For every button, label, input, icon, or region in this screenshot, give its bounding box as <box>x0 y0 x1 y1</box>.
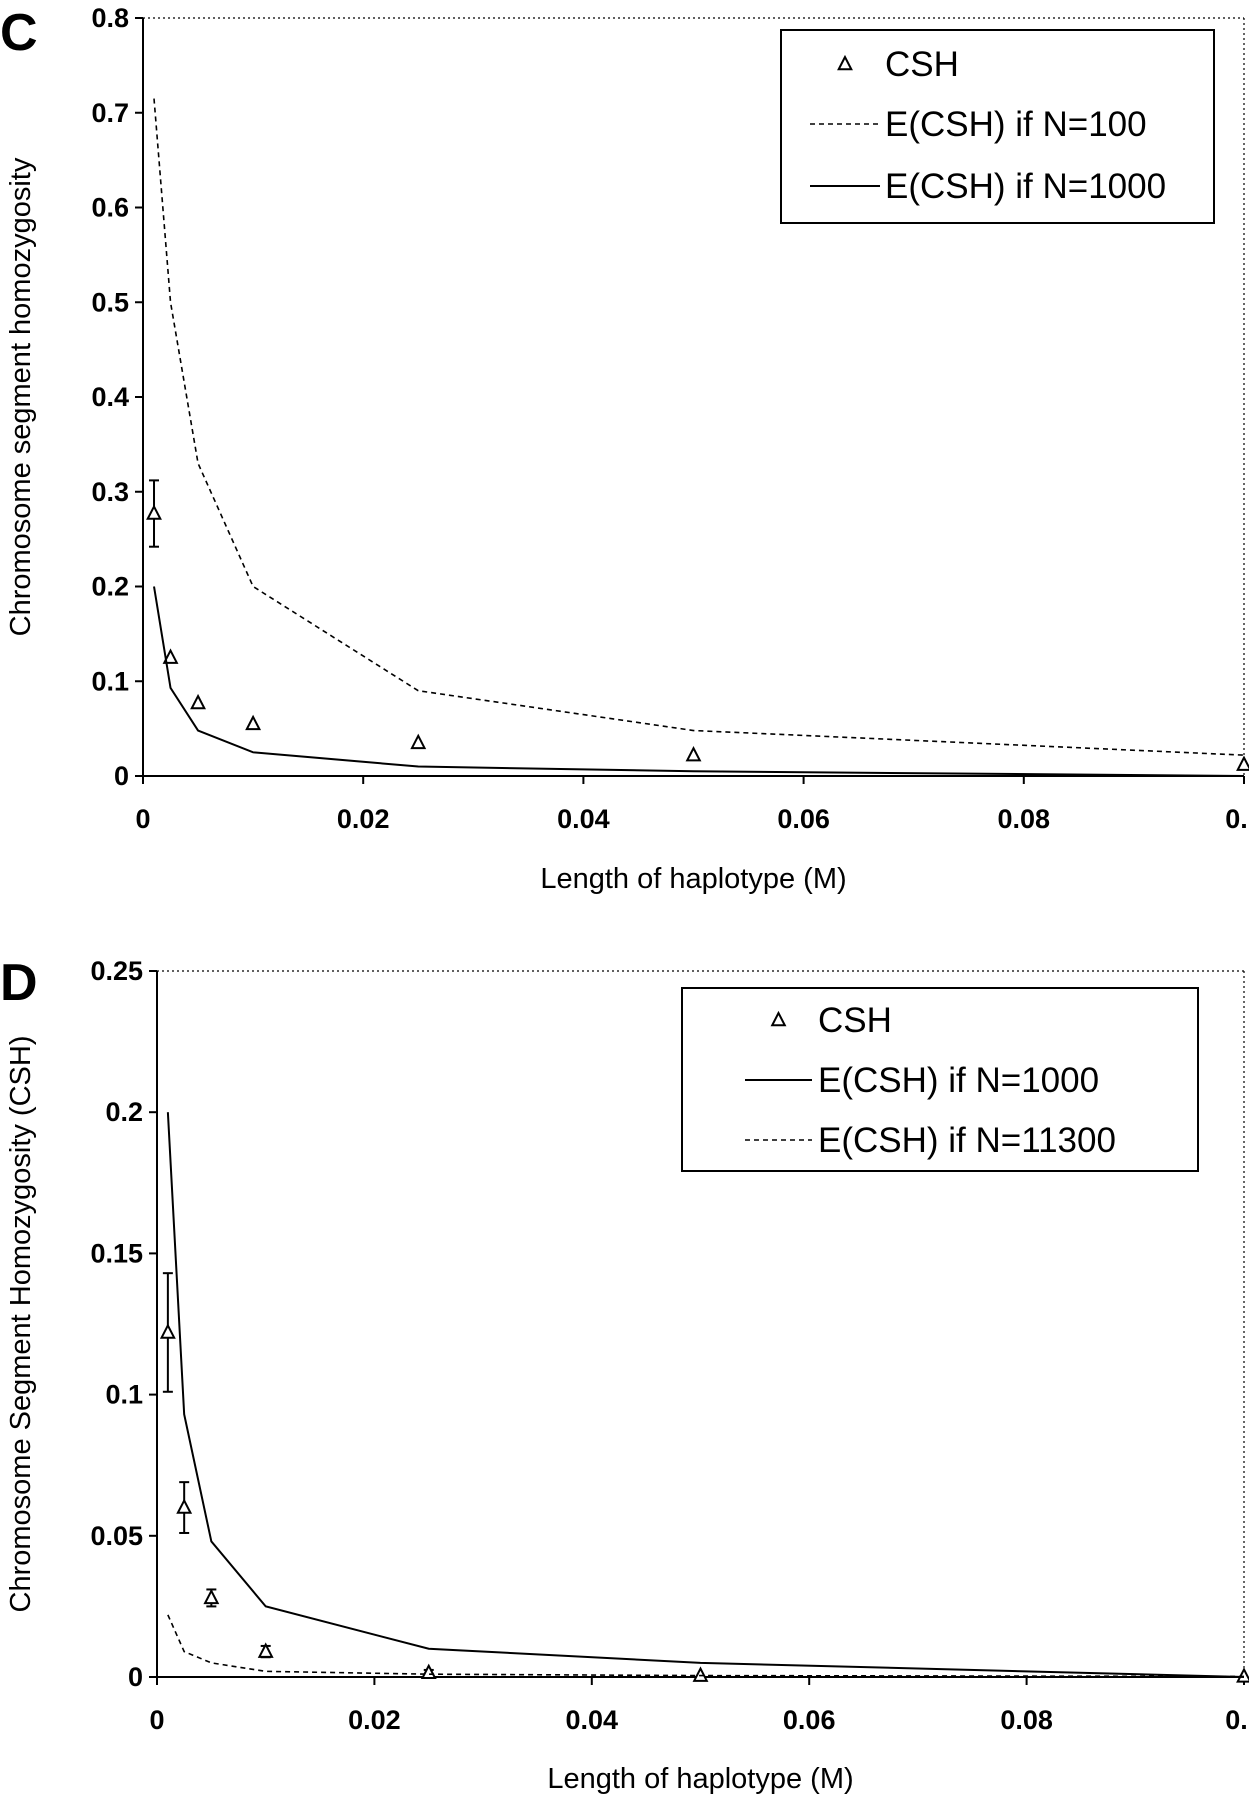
data-point-triangle <box>203 1588 220 1605</box>
y-tick-label: 0.15 <box>90 1238 143 1268</box>
x-tick-label: 0.02 <box>337 804 390 834</box>
legend: CSH E(CSH) if N=100 E(CSH) if N=1000 <box>780 29 1215 224</box>
legend-entry-label: CSH <box>885 45 959 84</box>
y-tick-label: 0.6 <box>91 193 129 223</box>
y-tick-label: 0.1 <box>91 666 129 696</box>
x-tick-label: 0.04 <box>557 804 610 834</box>
x-tick-label: 0.04 <box>566 1705 619 1735</box>
legend-entry-label: E(CSH) if N=11300 <box>818 1121 1116 1160</box>
y-tick-label: 0.5 <box>91 287 129 317</box>
legend-entry-label: E(CSH) if N=1000 <box>818 1061 1099 1100</box>
legend: CSH E(CSH) if N=1000 E(CSH) if N=11300 <box>681 987 1199 1172</box>
series-line-e-csh-if-n-100 <box>153 98 1245 756</box>
x-tick-label: 0 <box>135 804 150 834</box>
data-point-triangle <box>410 733 427 750</box>
x-tick-label: 0.1 <box>1225 1705 1249 1735</box>
legend-triangle-symbol <box>837 54 853 71</box>
chart-panel-D: D 0 0.05 0.1 0.15 0.2 0.25 0 0.02 0.04 0.06 0.08 0.1… <box>0 954 1249 1795</box>
data-point-triangle <box>176 1498 193 1514</box>
y-tick-label: 0 <box>114 761 129 791</box>
chart-panel-C: C 0 0.1 0.2 0.3 0.4 0.5 0.6 0.7 0.8 0 0.02 0.04 0.06 0… <box>0 3 1249 895</box>
y-tick-label: 0 <box>128 1662 143 1692</box>
x-tick-label: 0.08 <box>998 804 1051 834</box>
x-tick-label: 0.06 <box>777 804 830 834</box>
legend-box <box>780 29 1215 224</box>
y-tick-label: 0.1 <box>105 1380 143 1410</box>
y-tick-label: 0.3 <box>91 477 129 507</box>
data-point-triangle <box>245 714 262 731</box>
data-point-triangle <box>685 745 702 762</box>
x-axis-label: Length of haplotype (M) <box>547 1763 853 1795</box>
y-tick-label: 0.7 <box>91 98 129 128</box>
data-point-triangle <box>146 504 162 520</box>
data-point-triangle <box>159 1323 176 1339</box>
legend-entry-label: CSH <box>818 1001 892 1040</box>
x-tick-label: 0 <box>149 1705 164 1735</box>
y-tick-label: 0.25 <box>90 956 143 986</box>
y-tick-label: 0.2 <box>91 572 129 602</box>
x-tick-label: 0.02 <box>348 1705 401 1735</box>
y-axis-label: Chromosome segment homozygosity <box>5 157 37 636</box>
legend-entry-label: E(CSH) if N=1000 <box>885 167 1166 206</box>
data-point-triangle <box>1236 755 1249 771</box>
x-tick-label: 0.06 <box>783 1705 836 1735</box>
panel-label: C <box>0 4 38 62</box>
x-tick-label: 0.08 <box>1000 1705 1053 1735</box>
y-tick-label: 0.4 <box>91 382 129 412</box>
legend-entry-label: E(CSH) if N=100 <box>885 105 1147 144</box>
x-axis-label: Length of haplotype (M) <box>540 863 846 895</box>
series-line-e-csh-if-n-11300 <box>167 1614 1245 1678</box>
y-tick-label: 0.05 <box>90 1521 143 1551</box>
series-line-e-csh-if-n-1000 <box>166 1112 1245 1678</box>
data-point-triangle <box>692 1666 709 1682</box>
legend-triangle-symbol <box>770 1010 787 1027</box>
y-tick-label: 0.8 <box>91 3 129 33</box>
data-point-triangle <box>257 1642 274 1658</box>
y-tick-label: 0.2 <box>105 1097 143 1127</box>
series-line-e-csh-if-n-1000 <box>153 586 1245 777</box>
data-point-triangle <box>1236 1667 1249 1683</box>
y-axis-label: Chromosome Segment Homozygosity (CSH) <box>5 1036 37 1613</box>
panel-label: D <box>0 954 38 1012</box>
x-tick-label: 0.1 <box>1225 804 1249 834</box>
data-point-triangle <box>162 648 179 664</box>
data-point-triangle <box>420 1663 437 1680</box>
data-point-triangle <box>190 693 206 710</box>
